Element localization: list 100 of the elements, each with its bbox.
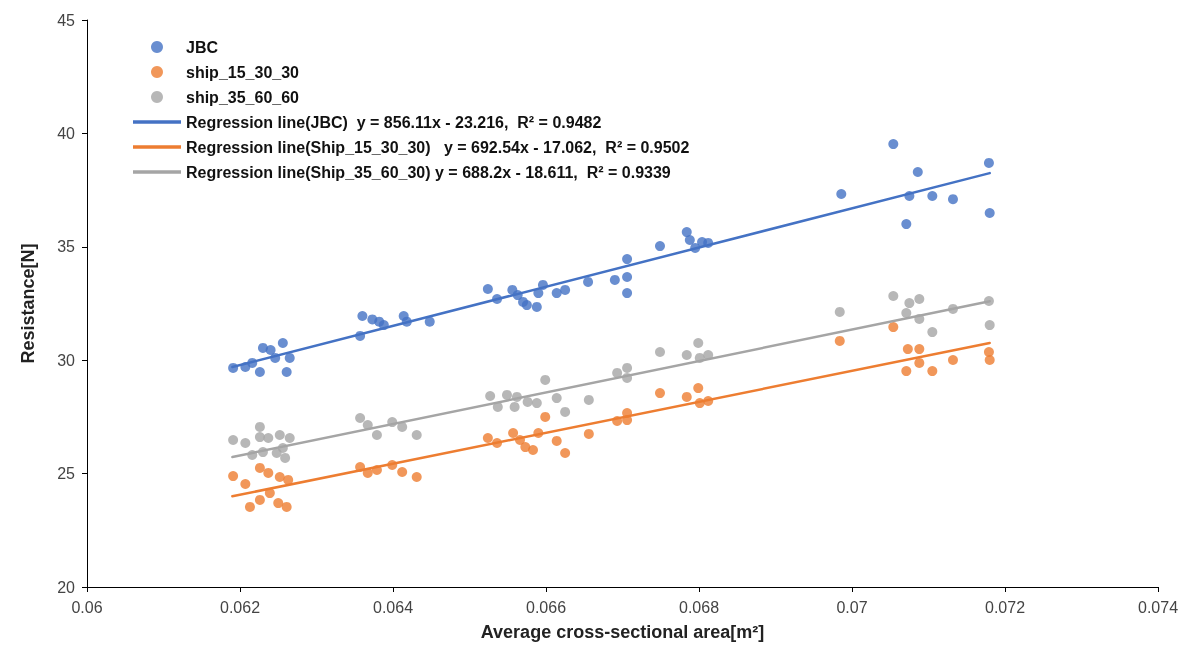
point xyxy=(482,432,493,443)
point xyxy=(502,389,512,400)
point xyxy=(254,462,265,473)
point xyxy=(927,366,938,377)
point xyxy=(522,396,533,407)
point xyxy=(655,241,665,252)
point xyxy=(509,401,520,412)
legend-label: ship_15_30_30 xyxy=(186,63,300,81)
point xyxy=(914,357,925,368)
y-tick-label: 25 xyxy=(57,465,76,483)
point xyxy=(655,388,665,399)
point xyxy=(901,308,912,319)
y-tick-label: 45 xyxy=(57,11,76,29)
y-tick-label: 35 xyxy=(57,238,76,256)
point xyxy=(622,254,633,265)
y-tick-label: 30 xyxy=(57,351,76,369)
point xyxy=(228,435,239,446)
y-tick-label: 40 xyxy=(57,124,76,142)
point xyxy=(622,362,633,373)
point xyxy=(622,288,633,299)
point xyxy=(888,139,899,150)
point xyxy=(834,306,845,317)
point xyxy=(508,428,519,438)
x-tick-label: 0.064 xyxy=(372,598,414,616)
point xyxy=(609,274,620,285)
point xyxy=(551,435,562,446)
point xyxy=(228,471,239,482)
point xyxy=(531,301,542,312)
point xyxy=(263,432,274,443)
point xyxy=(560,406,571,417)
legend-label: Regression line(Ship_35_60_30) y = 688.2x - 18.611, R² = 0.9339 xyxy=(186,163,671,181)
point xyxy=(927,327,938,338)
point xyxy=(482,283,493,294)
point xyxy=(681,227,692,238)
point xyxy=(902,344,913,355)
point xyxy=(284,352,295,363)
point xyxy=(927,191,938,201)
point xyxy=(551,288,562,299)
y-axis-title: Resistance[N] xyxy=(18,243,38,364)
x-tick-label: 0.074 xyxy=(1137,598,1179,616)
legend-label: Regression line(JBC) y = 856.11x - 23.216, R² = 0.9482 xyxy=(186,113,602,131)
point xyxy=(424,316,435,327)
point xyxy=(284,432,295,443)
point xyxy=(273,498,284,509)
point xyxy=(254,432,265,443)
point xyxy=(984,354,995,365)
point xyxy=(904,298,915,309)
point xyxy=(274,472,285,482)
point xyxy=(283,474,294,485)
point xyxy=(984,320,995,331)
point xyxy=(277,337,288,348)
point xyxy=(355,413,366,424)
point xyxy=(254,494,265,505)
point xyxy=(240,437,251,448)
point xyxy=(357,310,368,321)
point xyxy=(693,383,704,394)
point xyxy=(912,166,923,177)
point xyxy=(583,428,594,439)
point xyxy=(411,430,422,441)
point xyxy=(281,367,292,377)
x-tick-label: 0.07 xyxy=(836,598,868,616)
point xyxy=(560,284,571,295)
point xyxy=(901,219,912,230)
point xyxy=(901,366,912,377)
point xyxy=(531,398,542,409)
legend-label: ship_35_60_60 xyxy=(186,88,300,106)
point xyxy=(411,472,422,482)
point xyxy=(551,393,562,404)
legend-label: JBC xyxy=(186,38,219,56)
point xyxy=(281,501,292,512)
point xyxy=(583,276,594,287)
point xyxy=(947,194,958,205)
point xyxy=(371,430,382,441)
point xyxy=(540,411,551,422)
point xyxy=(914,293,925,304)
x-tick-label: 0.062 xyxy=(219,598,261,616)
point xyxy=(914,344,925,355)
point xyxy=(681,349,692,360)
point xyxy=(263,467,274,478)
point xyxy=(254,421,265,432)
x-tick-label: 0.072 xyxy=(984,598,1026,616)
point xyxy=(612,367,623,378)
point xyxy=(528,445,538,456)
point xyxy=(560,447,571,458)
point xyxy=(983,157,994,168)
point xyxy=(947,354,958,365)
point xyxy=(984,208,995,218)
point xyxy=(888,322,899,333)
point xyxy=(240,479,251,490)
point xyxy=(540,374,551,385)
point xyxy=(397,467,408,478)
point xyxy=(485,391,496,402)
x-axis-title: Average cross-sectional area[m²] xyxy=(480,622,765,642)
x-tick-label: 0.066 xyxy=(525,598,567,616)
point xyxy=(834,335,845,346)
point xyxy=(681,391,692,402)
y-tick-label: 20 xyxy=(57,578,76,596)
point xyxy=(836,188,847,199)
point xyxy=(888,291,899,302)
x-tick-label: 0.068 xyxy=(678,598,720,616)
